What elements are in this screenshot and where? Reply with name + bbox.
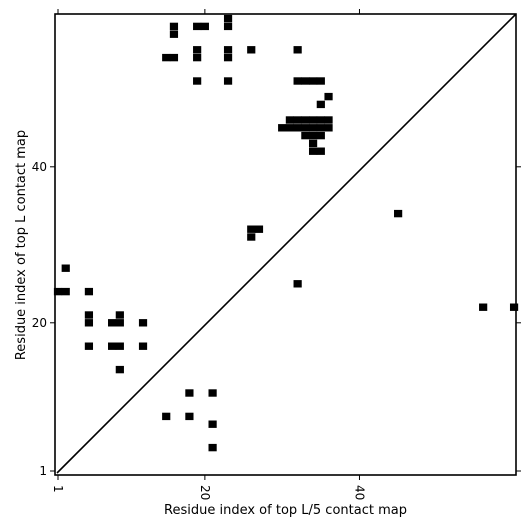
contact-cell <box>308 147 318 155</box>
contact-cell <box>223 53 233 62</box>
contact-cell <box>193 53 202 62</box>
contact-cell <box>285 116 294 124</box>
contact-cell <box>169 53 179 62</box>
contact-cell <box>185 412 194 421</box>
contact-cell <box>247 233 256 241</box>
contact-cell <box>293 280 302 288</box>
x-tick-label: 20 <box>198 485 212 500</box>
contact-cell <box>293 124 302 132</box>
contact-cell <box>193 46 202 54</box>
contact-cell <box>301 124 310 132</box>
contact-cell <box>293 46 302 54</box>
contact-cell <box>316 147 325 155</box>
contact-cell <box>223 77 233 85</box>
contact-cell <box>223 46 233 54</box>
contact-cell <box>200 22 209 31</box>
contact-cell <box>208 443 217 452</box>
contact-cell <box>308 131 318 140</box>
contact-cell <box>61 287 70 296</box>
contact-cell <box>138 342 148 350</box>
contact-cell <box>115 319 124 327</box>
contact-cell <box>293 116 302 124</box>
contact-cell <box>84 311 94 319</box>
contact-cell <box>509 303 519 311</box>
contact-cell <box>308 116 318 124</box>
contact-cells <box>53 14 519 452</box>
contact-cell <box>208 389 217 397</box>
axis-ticks: 1 20 40 1 20 40 <box>32 9 521 500</box>
contact-cell <box>308 139 318 148</box>
contact-cell <box>115 365 124 374</box>
y-tick-label: 20 <box>32 316 47 330</box>
contact-cell <box>278 124 287 132</box>
contact-cell <box>285 124 294 132</box>
contact-cell <box>316 124 325 132</box>
contact-cell <box>247 225 256 233</box>
contact-cell <box>193 77 202 85</box>
contact-cell <box>108 342 117 350</box>
contact-cell <box>301 77 310 85</box>
contact-cell <box>162 53 171 62</box>
contact-cell <box>138 319 148 327</box>
contact-cell <box>316 100 325 109</box>
contact-cell <box>84 287 94 296</box>
contact-cell <box>115 342 124 350</box>
contact-cell <box>316 77 325 85</box>
contact-cell <box>208 420 217 428</box>
contact-cell <box>53 287 63 296</box>
x-tick-label: 1 <box>51 485 65 493</box>
contact-cell <box>169 22 179 31</box>
contact-cell <box>84 342 94 350</box>
contact-cell <box>324 124 333 132</box>
contact-cell <box>301 116 310 124</box>
y-axis-label: Residue index of top L contact map <box>14 130 29 360</box>
contact-cell <box>162 412 171 421</box>
contact-cell <box>247 46 256 54</box>
contact-cell <box>293 77 302 85</box>
contact-cell <box>84 319 94 327</box>
contact-cell <box>316 116 325 124</box>
contact-cell <box>169 30 179 38</box>
contact-cell <box>108 319 117 327</box>
contact-cell <box>223 14 233 23</box>
x-axis-label: Residue index of top L/5 contact map <box>164 503 407 518</box>
contact-cell <box>324 116 333 124</box>
contact-cell <box>479 303 488 311</box>
plot-frame <box>54 13 517 476</box>
x-tick-label: 40 <box>352 485 366 500</box>
contact-cell <box>115 311 124 319</box>
contact-cell <box>308 124 318 132</box>
y-tick-label: 40 <box>32 160 47 174</box>
contact-cell <box>394 209 403 218</box>
diagonal-line <box>56 13 517 474</box>
contact-cell <box>254 225 264 233</box>
contact-cell <box>324 92 333 101</box>
contact-cell <box>193 22 202 31</box>
contact-cell <box>316 131 325 140</box>
contact-cell <box>301 131 310 140</box>
contact-cell <box>223 22 233 31</box>
contact-cell <box>185 389 194 397</box>
y-tick-label: 1 <box>39 464 47 478</box>
contact-cell <box>61 264 70 272</box>
contact-cell <box>308 77 318 85</box>
